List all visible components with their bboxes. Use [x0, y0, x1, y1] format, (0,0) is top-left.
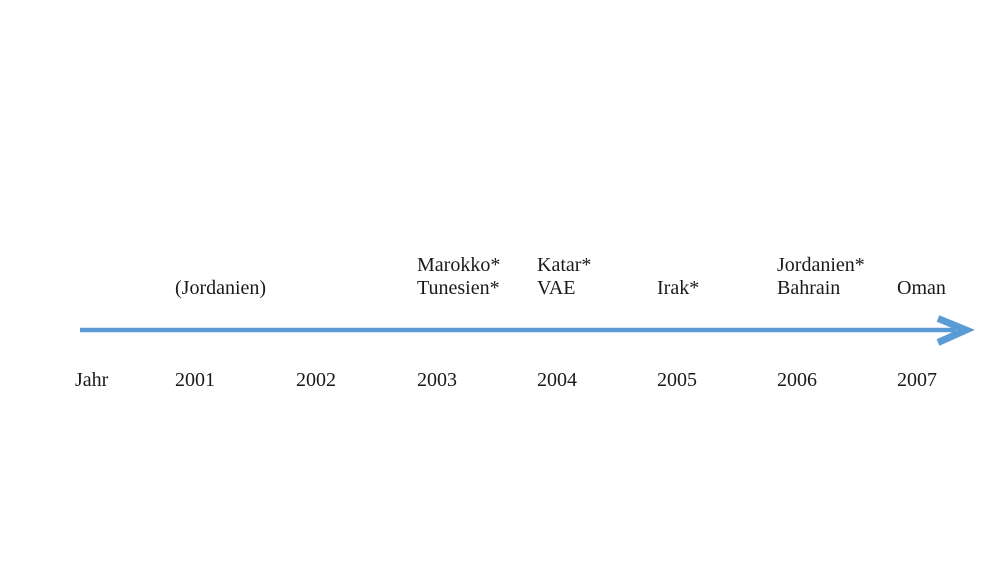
event-label: Bahrain [777, 277, 841, 299]
timeline-year-column: 2002 [296, 250, 416, 392]
year-label: 2002 [296, 369, 336, 391]
event-label: Katar* [537, 254, 592, 276]
timeline-year-column: Oman 2007 [897, 250, 1000, 392]
year-label: 2003 [417, 369, 457, 391]
year-label: 2007 [897, 369, 937, 391]
event-label: (Jordanien) [175, 277, 267, 299]
year-events: (Jordanien) [175, 250, 295, 300]
year-label: 2004 [537, 369, 577, 391]
year-events: Jordanien* Bahrain [777, 250, 897, 300]
year-label: 2006 [777, 369, 817, 391]
event-label: Oman [897, 277, 946, 299]
year-label: 2001 [175, 369, 215, 391]
event-label: Irak* [657, 277, 700, 299]
timeline-year-column: Marokko* Tunesien* 2003 [417, 250, 537, 392]
timeline-year-column: Katar* VAE 2004 [537, 250, 657, 392]
event-label: Marokko* [417, 254, 501, 276]
event-label: Tunesien* [417, 277, 500, 299]
year-events: Katar* VAE [537, 250, 657, 300]
year-events: Oman [897, 250, 1000, 300]
year-label: 2005 [657, 369, 697, 391]
event-label: VAE [537, 277, 576, 299]
timeline-year-column: Jordanien* Bahrain 2006 [777, 250, 897, 392]
timeline-axis-label: Jahr [75, 369, 109, 391]
year-events: Marokko* Tunesien* [417, 250, 537, 300]
timeline-year-column: Irak* 2005 [657, 250, 777, 392]
year-events [296, 250, 416, 300]
event-label: Jordanien* [777, 254, 865, 276]
timeline-year-column: (Jordanien) 2001 [175, 250, 295, 392]
year-events: Irak* [657, 250, 777, 300]
